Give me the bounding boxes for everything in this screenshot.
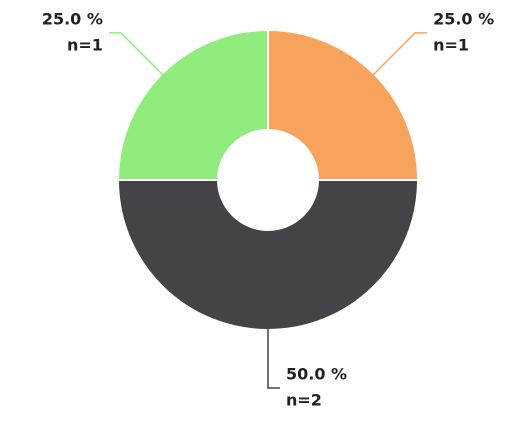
count-label: n=1: [433, 35, 469, 54]
count-label: n=2: [286, 391, 322, 410]
connector: [108, 32, 165, 77]
connector: [371, 32, 428, 77]
donut-slice: [116, 28, 269, 181]
count-label: n=1: [67, 35, 103, 54]
value-label: 25.0 %: [433, 9, 494, 28]
donut-slice: [267, 28, 420, 181]
donut-slice: [116, 179, 420, 331]
value-label: 50.0 %: [286, 365, 347, 384]
connector: [267, 327, 280, 389]
value-label: 25.0 %: [42, 9, 103, 28]
